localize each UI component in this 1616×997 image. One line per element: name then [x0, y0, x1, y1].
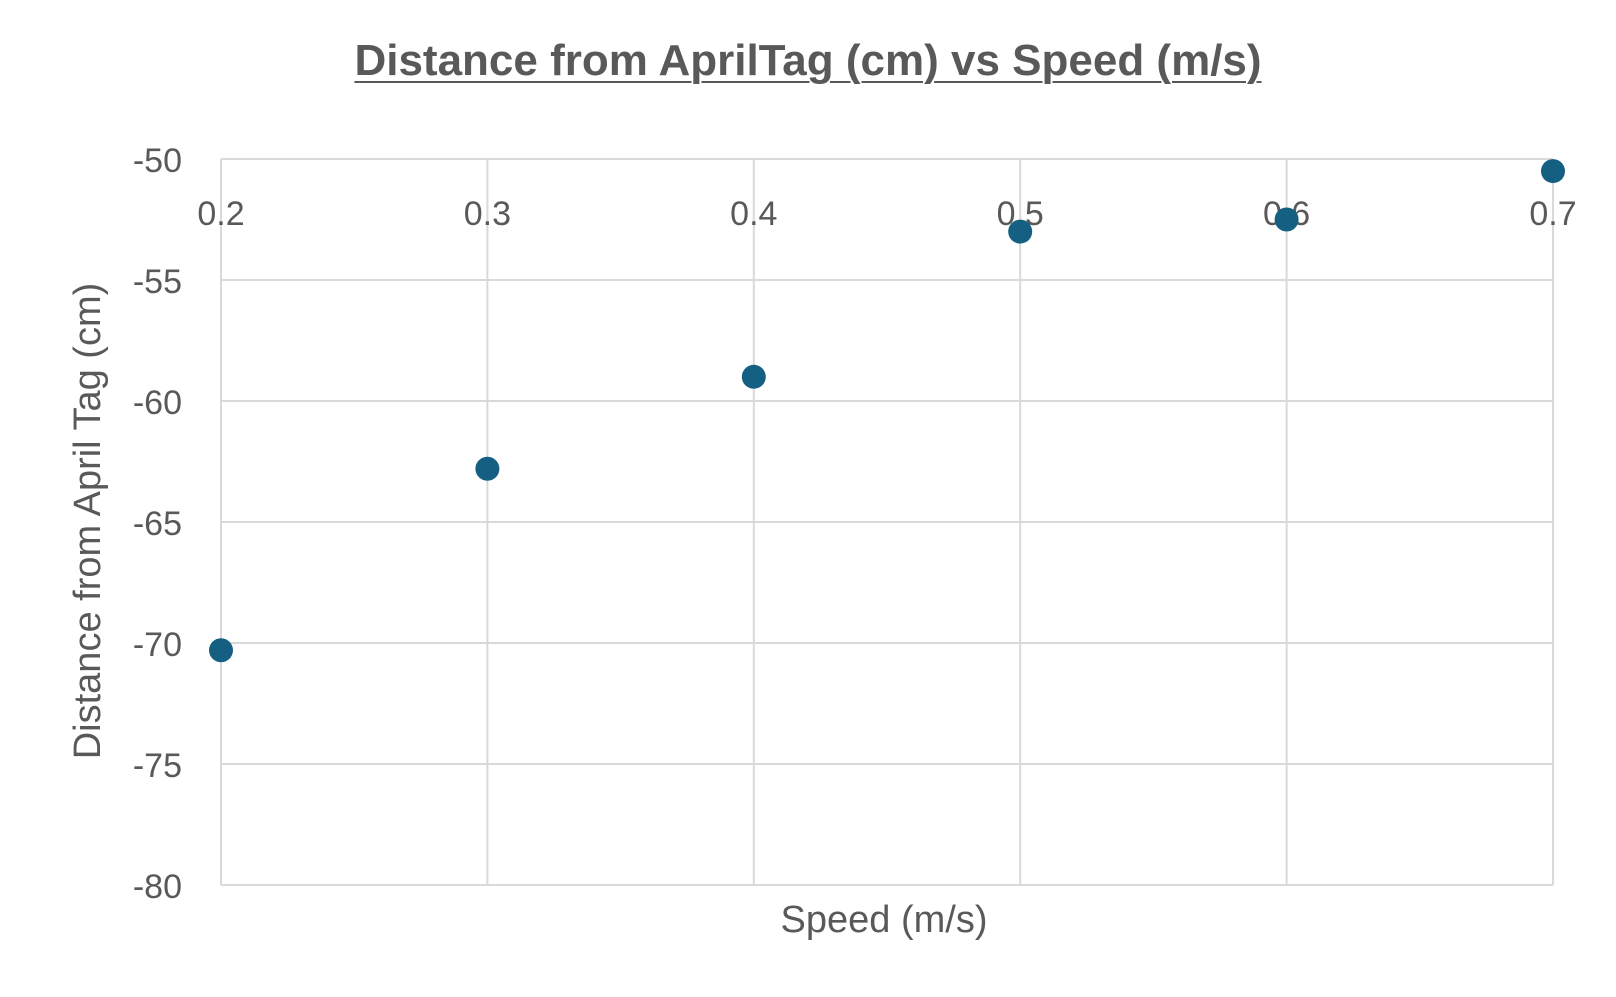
data-point — [741, 364, 766, 389]
y-tick-label: -55 — [133, 263, 182, 301]
y-tick-label: -75 — [133, 747, 182, 785]
x-tick-label: 0.2 — [197, 195, 244, 233]
x-tick-label: 0.3 — [464, 195, 511, 233]
data-point — [1541, 159, 1565, 184]
data-point — [475, 456, 500, 481]
y-tick-label: -60 — [133, 384, 182, 422]
data-point — [209, 638, 233, 663]
y-tick-label: -65 — [133, 505, 182, 543]
data-point — [1274, 207, 1299, 232]
y-axis-ticks: -50 -55 -60 -65 -70 -75 -80 — [133, 142, 182, 906]
y-tick-label: -80 — [133, 868, 182, 906]
chart-title: Distance from AprilTag (cm) vs Speed (m/… — [354, 36, 1262, 85]
x-axis-ticks: 0.20.30.40.50.60.7 — [197, 195, 1576, 233]
x-tick-label: 0.7 — [1529, 195, 1576, 233]
data-points — [209, 159, 1565, 663]
grid — [220, 158, 1554, 886]
y-axis-label: Distance from April Tag (cm) — [67, 283, 109, 760]
data-point — [1008, 219, 1033, 244]
x-tick-label: 0.4 — [730, 195, 777, 233]
y-tick-label: -70 — [133, 626, 182, 664]
x-axis-label: Speed (m/s) — [781, 899, 988, 941]
y-tick-label: -50 — [133, 142, 182, 180]
